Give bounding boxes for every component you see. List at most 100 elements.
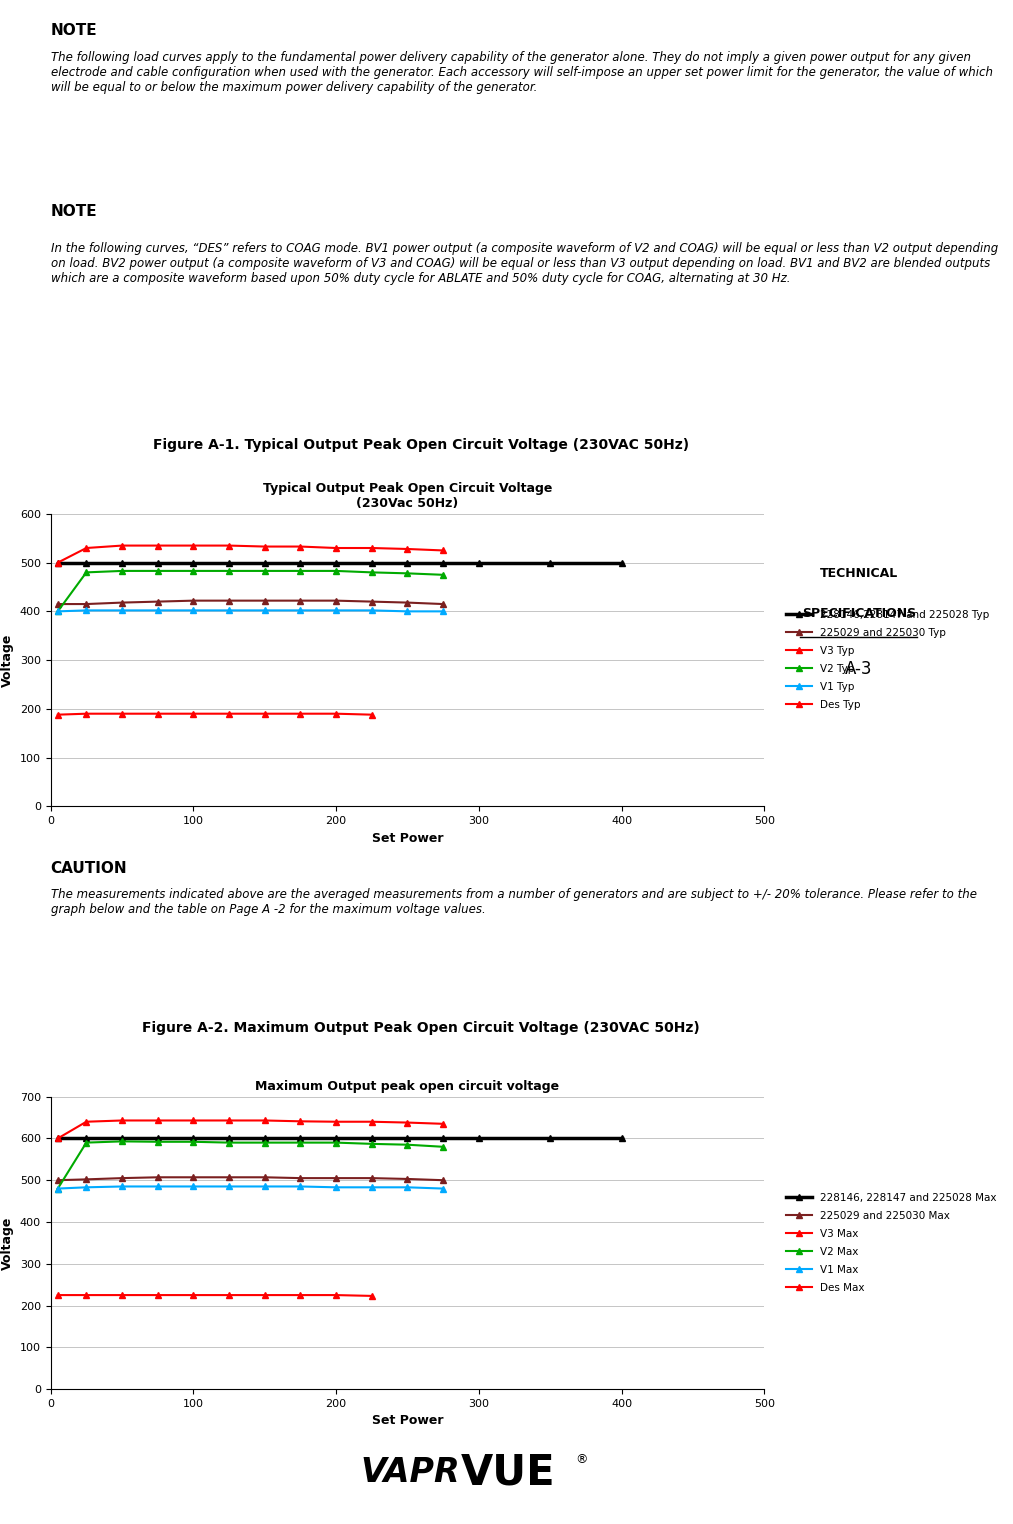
228146, 228147 and 225028 Max: [223, 1129, 235, 1148]
V3 Max: [258, 1111, 270, 1129]
Text: ®: ®: [575, 1454, 588, 1466]
Des Typ: [295, 704, 307, 722]
225029 and 225030 Max: [330, 1169, 342, 1187]
228146,228147 and 225028 Typ: [223, 553, 235, 572]
V3 Typ: [52, 553, 64, 572]
V3 Max: [401, 1114, 413, 1132]
V3 Typ: [258, 538, 270, 556]
V3 Max: [366, 1113, 378, 1131]
V2 Max: [295, 1134, 307, 1152]
V2 Typ: [295, 562, 307, 581]
Line: V3 Max: V3 Max: [55, 1117, 447, 1141]
V2 Typ: [80, 564, 92, 582]
Text: VAPR: VAPR: [361, 1455, 461, 1489]
V1 Max: [258, 1178, 270, 1196]
Des Max: [258, 1286, 270, 1305]
V1 Typ: [80, 602, 92, 620]
Legend: 228146, 228147 and 225028 Max, 225029 and 225030 Max, V3 Max, V2 Max, V1 Max, De: 228146, 228147 and 225028 Max, 225029 an…: [784, 1190, 999, 1295]
X-axis label: Set Power: Set Power: [372, 1414, 444, 1428]
Line: Des Typ: Des Typ: [55, 710, 375, 718]
V2 Typ: [223, 562, 235, 581]
V2 Typ: [152, 562, 164, 581]
V1 Max: [295, 1178, 307, 1196]
228146,228147 and 225028 Typ: [330, 553, 342, 572]
Line: V2 Typ: V2 Typ: [55, 568, 447, 614]
225029 and 225030 Max: [152, 1167, 164, 1186]
228146, 228147 and 225028 Max: [152, 1129, 164, 1148]
V2 Max: [258, 1134, 270, 1152]
228146, 228147 and 225028 Max: [52, 1129, 64, 1148]
V3 Typ: [115, 536, 128, 555]
V1 Max: [223, 1178, 235, 1196]
V1 Typ: [366, 602, 378, 620]
V1 Typ: [223, 602, 235, 620]
V3 Max: [52, 1129, 64, 1148]
225029 and 225030 Typ: [258, 591, 270, 610]
Y-axis label: Voltage: Voltage: [1, 1216, 14, 1269]
V3 Typ: [80, 539, 92, 558]
Line: 228146,228147 and 225028 Typ: 228146,228147 and 225028 Typ: [55, 559, 625, 565]
228146, 228147 and 225028 Max: [330, 1129, 342, 1148]
228146,228147 and 225028 Typ: [187, 553, 200, 572]
Des Max: [115, 1286, 128, 1305]
225029 and 225030 Typ: [223, 591, 235, 610]
V1 Typ: [187, 602, 200, 620]
Des Max: [80, 1286, 92, 1305]
V2 Typ: [437, 565, 449, 584]
225029 and 225030 Typ: [80, 594, 92, 613]
V2 Max: [437, 1137, 449, 1155]
V1 Max: [330, 1178, 342, 1196]
228146, 228147 and 225028 Max: [437, 1129, 449, 1148]
225029 and 225030 Typ: [437, 594, 449, 613]
Text: A-3: A-3: [845, 660, 872, 678]
V1 Max: [437, 1180, 449, 1198]
V2 Max: [187, 1132, 200, 1151]
V2 Typ: [366, 564, 378, 582]
V2 Max: [152, 1132, 164, 1151]
Text: The measurements indicated above are the averaged measurements from a number of : The measurements indicated above are the…: [51, 888, 977, 916]
V2 Max: [223, 1134, 235, 1152]
228146,228147 and 225028 Typ: [80, 553, 92, 572]
V1 Typ: [330, 602, 342, 620]
V3 Typ: [401, 539, 413, 558]
228146, 228147 and 225028 Max: [187, 1129, 200, 1148]
Text: NOTE: NOTE: [51, 23, 97, 38]
225029 and 225030 Max: [437, 1170, 449, 1189]
228146, 228147 and 225028 Max: [366, 1129, 378, 1148]
225029 and 225030 Max: [187, 1167, 200, 1186]
V3 Max: [295, 1113, 307, 1131]
228146, 228147 and 225028 Max: [401, 1129, 413, 1148]
225029 and 225030 Max: [258, 1167, 270, 1186]
228146, 228147 and 225028 Max: [115, 1129, 128, 1148]
225029 and 225030 Typ: [52, 594, 64, 613]
225029 and 225030 Typ: [152, 593, 164, 611]
Des Typ: [330, 704, 342, 722]
225029 and 225030 Typ: [115, 593, 128, 611]
V1 Max: [115, 1178, 128, 1196]
V3 Max: [152, 1111, 164, 1129]
Title: Typical Output Peak Open Circuit Voltage
(230Vac 50Hz): Typical Output Peak Open Circuit Voltage…: [262, 482, 552, 511]
Line: V3 Typ: V3 Typ: [55, 543, 447, 565]
V2 Typ: [401, 564, 413, 582]
225029 and 225030 Max: [366, 1169, 378, 1187]
Des Typ: [258, 704, 270, 722]
V2 Max: [330, 1134, 342, 1152]
V2 Max: [401, 1135, 413, 1154]
228146,228147 and 225028 Typ: [295, 553, 307, 572]
Text: VUE: VUE: [461, 1451, 555, 1494]
Text: TECHNICAL: TECHNICAL: [820, 567, 898, 579]
V1 Max: [80, 1178, 92, 1196]
225029 and 225030 Max: [401, 1170, 413, 1189]
V2 Typ: [115, 562, 128, 581]
228146,228147 and 225028 Typ: [401, 553, 413, 572]
Des Typ: [80, 704, 92, 722]
Des Typ: [187, 704, 200, 722]
X-axis label: Set Power: Set Power: [372, 832, 444, 844]
V2 Max: [80, 1134, 92, 1152]
V2 Typ: [187, 562, 200, 581]
V3 Max: [437, 1114, 449, 1132]
225029 and 225030 Typ: [366, 593, 378, 611]
225029 and 225030 Max: [115, 1169, 128, 1187]
V1 Max: [52, 1180, 64, 1198]
V3 Max: [115, 1111, 128, 1129]
